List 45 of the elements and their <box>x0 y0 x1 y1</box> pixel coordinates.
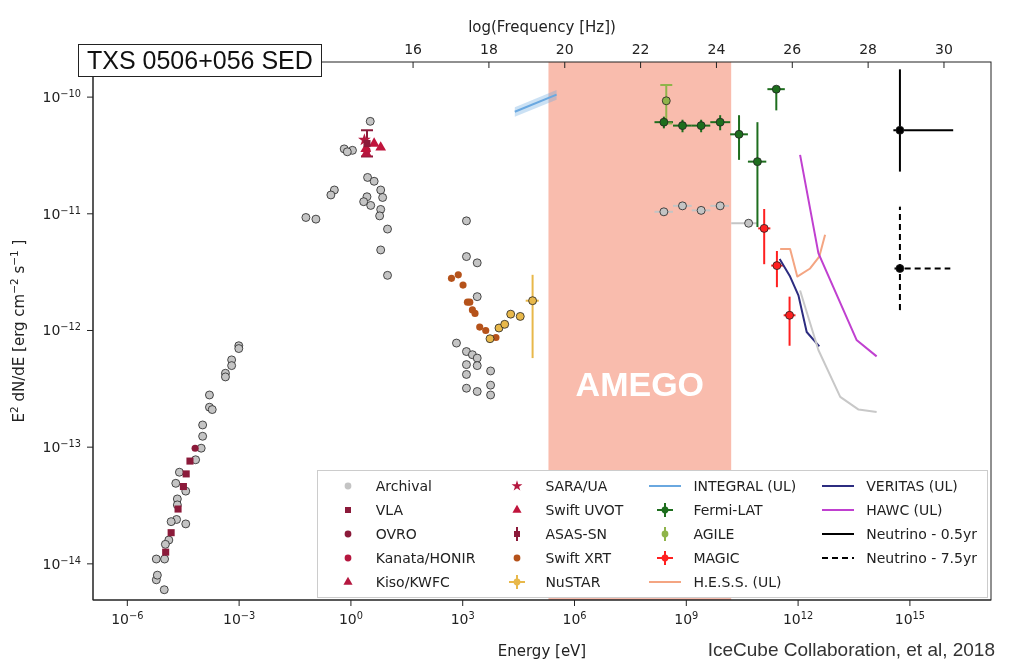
legend-label: Kiso/KWFC <box>375 574 450 590</box>
x-tick-label: 10$^{9}$ <box>674 609 699 627</box>
legend-label: HAWC (UL) <box>866 502 943 518</box>
y-tick-label: 10$^{−14}$ <box>42 554 81 572</box>
legend-label: Archival <box>375 478 432 494</box>
legend-label: OVRO <box>375 526 417 542</box>
x2-tick-label: 24 <box>707 41 726 57</box>
legend-label: Neutrino - 0.5yr <box>866 526 977 542</box>
x-tick-label: 10$^{−6}$ <box>111 609 144 627</box>
x2-tick-label: 30 <box>935 41 953 57</box>
band-label: AMEGO <box>575 364 705 403</box>
x2-tick-label: 20 <box>555 41 574 57</box>
x2-tick-label: 28 <box>859 41 878 57</box>
x-axis-title: Energy [eV] <box>497 642 587 660</box>
legend-label: VERITAS (UL) <box>866 478 958 494</box>
chart-title: TXS 0506+056 SED <box>78 44 322 77</box>
y-tick-label: 10$^{−13}$ <box>42 437 81 456</box>
x-tick-label: 10$^{6}$ <box>562 609 587 627</box>
text: IceCube Collaboration, et al, 2018 <box>707 639 995 661</box>
x2-axis-title: log(Frequency [Hz]) <box>468 18 616 36</box>
y-tick-label: 10$^{−11}$ <box>42 204 81 222</box>
y-tick-label: 10$^{−12}$ <box>42 320 81 339</box>
x-tick-label: 10$^{15}$ <box>894 609 926 627</box>
legend-label: H.E.S.S. (UL) <box>693 574 782 590</box>
x2-tick-label: 22 <box>631 41 650 57</box>
legend-label: Fermi-LAT <box>693 502 763 518</box>
legend-label: Neutrino - 7.5yr <box>866 550 977 566</box>
x2-tick-label: 26 <box>783 41 802 57</box>
x2-tick-label: 16 <box>404 41 423 57</box>
x2-tick-label: 18 <box>479 41 498 57</box>
legend-label: ASAS-SN <box>545 526 607 542</box>
legend-label: Kanata/HONIR <box>375 550 476 566</box>
y-tick-label: 10$^{−10}$ <box>42 87 81 106</box>
legend-label: INTEGRAL (UL) <box>693 478 797 494</box>
x-tick-label: 10$^{−3}$ <box>222 609 256 627</box>
legend-label: SARA/UA <box>545 478 608 494</box>
legend-label: VLA <box>375 502 404 518</box>
x-tick-label: 10$^{0}$ <box>338 609 363 627</box>
legend-label: AGILE <box>693 526 735 542</box>
legend-label: MAGIC <box>693 550 740 566</box>
legend-label: Swift XRT <box>545 550 612 566</box>
x-tick-label: 10$^{12}$ <box>782 609 814 627</box>
legend-label: NuSTAR <box>545 574 601 590</box>
x-tick-label: 10$^{3}$ <box>450 609 475 627</box>
legend-label: Swift UVOT <box>545 502 624 518</box>
